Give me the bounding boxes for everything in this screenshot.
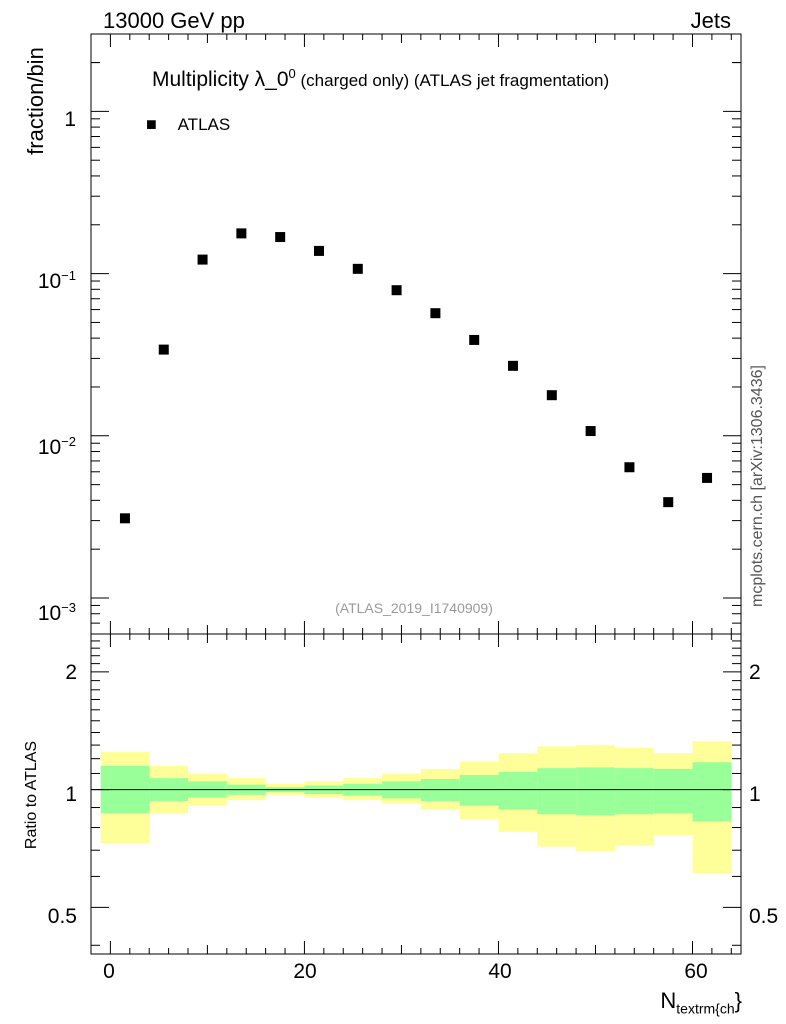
main-y-tick-label: 10−3 xyxy=(37,600,76,625)
data-point-atlas xyxy=(430,308,441,319)
plot-title-superscript: 0 xyxy=(288,66,296,81)
plot-title-main: Multiplicity λ_0 xyxy=(152,68,289,91)
legend-label: ATLAS xyxy=(177,115,231,134)
data-point-atlas xyxy=(702,472,713,483)
ratio-plot-frame xyxy=(90,633,742,955)
header-energy-label: 13000 GeV pp xyxy=(103,8,245,33)
data-point-atlas xyxy=(352,263,363,274)
ratio-y-tick-label-left: 1 xyxy=(65,783,77,806)
data-point-atlas xyxy=(158,344,169,355)
ratio-y-tick-label-right: 1 xyxy=(749,783,761,806)
ratio-y-tick-label-right: 2 xyxy=(749,661,761,684)
analysis-watermark: (ATLAS_2019_I1740909) xyxy=(335,600,493,616)
legend: ■ ATLAS xyxy=(146,114,230,135)
legend-marker-icon: ■ xyxy=(146,114,157,134)
ratio-stat-band xyxy=(692,762,732,822)
main-y-tick-label: 10−2 xyxy=(37,434,76,459)
ratio-stat-band xyxy=(614,768,654,815)
main-plot-frame xyxy=(90,33,742,635)
x-tick-label: 0 xyxy=(103,960,115,983)
ratio-stat-band xyxy=(459,775,499,806)
data-point-atlas xyxy=(391,285,402,296)
ratio-stat-band xyxy=(576,767,615,816)
data-point-atlas xyxy=(119,513,130,524)
main-y-tick-label: 1 xyxy=(64,108,76,131)
data-point-atlas xyxy=(624,462,635,473)
ratio-stat-band xyxy=(537,768,577,815)
plot-title: Multiplicity λ_00 (charged only) (ATLAS … xyxy=(152,66,609,92)
x-axis-title: Ntextrm{ch} xyxy=(660,988,742,1017)
x-tick-label: 40 xyxy=(488,960,512,983)
data-point-atlas xyxy=(585,426,596,437)
data-point-atlas xyxy=(236,228,247,239)
data-point-atlas xyxy=(469,334,480,345)
ratio-y-tick-label-left: 2 xyxy=(65,661,77,684)
data-point-atlas xyxy=(197,254,208,265)
main-y-tick-label: 10−1 xyxy=(37,268,76,293)
data-point-atlas xyxy=(546,390,557,401)
x-tick-label: 20 xyxy=(293,960,317,983)
ratio-y-tick-label-right: 0.5 xyxy=(749,905,779,928)
data-point-atlas xyxy=(663,497,674,508)
data-point-atlas xyxy=(508,360,519,371)
data-point-atlas xyxy=(313,245,324,256)
plot-title-suffix: (charged only) (ATLAS jet fragmentation) xyxy=(295,71,610,90)
ratio-stat-band xyxy=(653,768,693,814)
ratio-y-tick-label-left: 0.5 xyxy=(47,905,77,928)
header-category-label: Jets xyxy=(690,8,731,33)
ratio-stat-band xyxy=(498,771,538,810)
x-tick-label: 60 xyxy=(684,960,708,983)
data-point-atlas xyxy=(275,232,286,243)
